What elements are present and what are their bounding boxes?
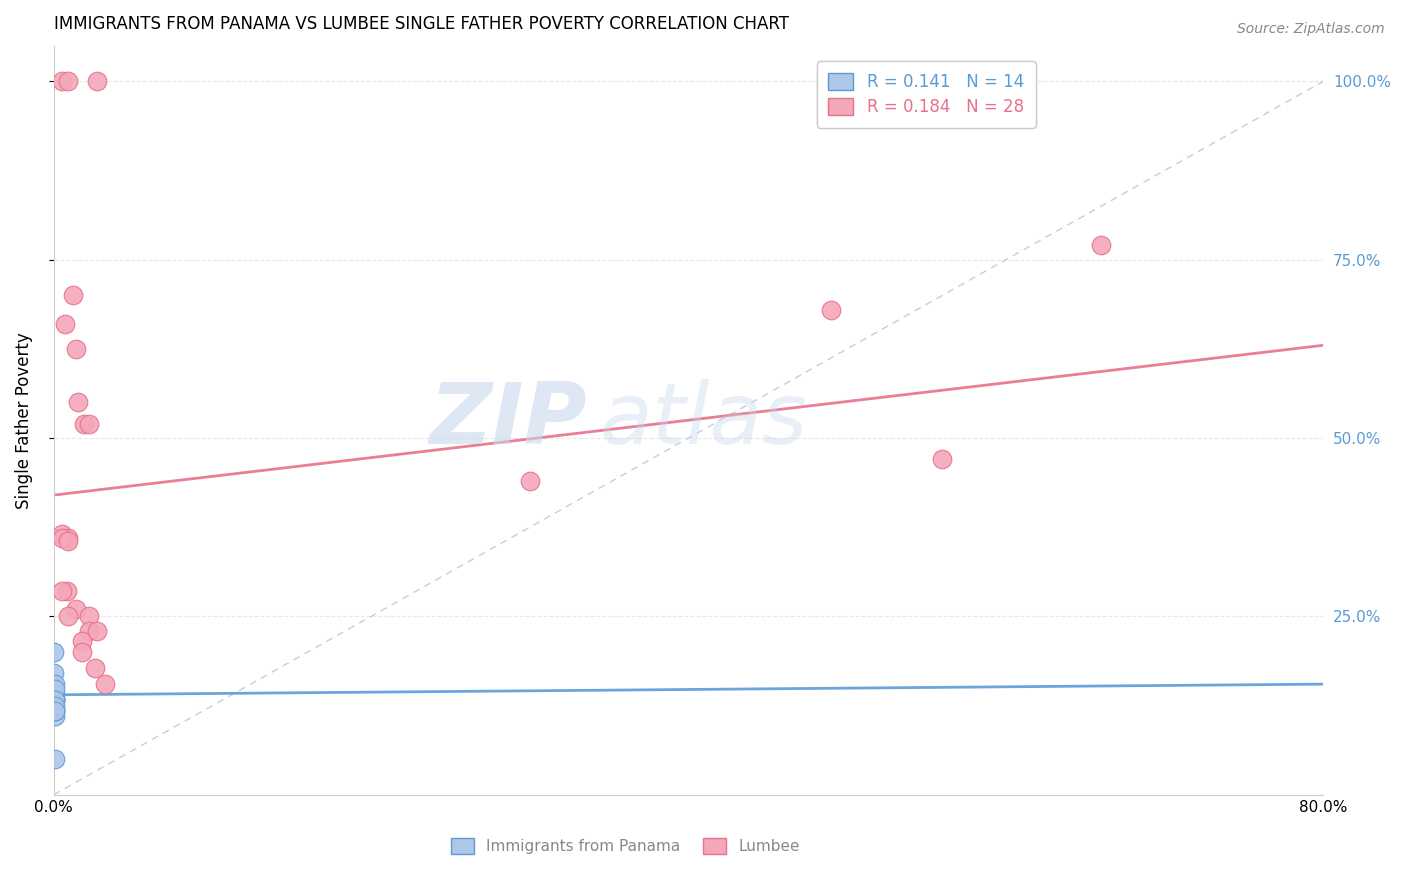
- Point: [44, 704, 66, 718]
- Point: [66, 395, 89, 409]
- Point: [56, 531, 79, 545]
- Point: [51, 531, 73, 545]
- Point: [42, 666, 65, 681]
- Point: [65, 342, 87, 356]
- Point: [820, 302, 842, 317]
- Point: [77, 624, 100, 638]
- Point: [86, 74, 108, 88]
- Text: atlas: atlas: [600, 379, 807, 462]
- Point: [56, 74, 79, 88]
- Point: [51, 74, 73, 88]
- Point: [51, 527, 73, 541]
- Point: [44, 688, 66, 702]
- Point: [84, 661, 107, 675]
- Y-axis label: Single Father Poverty: Single Father Poverty: [15, 332, 32, 508]
- Point: [56, 609, 79, 624]
- Point: [77, 417, 100, 431]
- Point: [44, 752, 66, 766]
- Point: [93, 677, 115, 691]
- Point: [44, 702, 66, 716]
- Point: [62, 288, 84, 302]
- Point: [44, 693, 66, 707]
- Point: [44, 693, 66, 707]
- Point: [72, 634, 94, 648]
- Point: [44, 693, 66, 707]
- Point: [86, 624, 108, 638]
- Point: [65, 602, 87, 616]
- Point: [51, 584, 73, 599]
- Text: IMMIGRANTS FROM PANAMA VS LUMBEE SINGLE FATHER POVERTY CORRELATION CHART: IMMIGRANTS FROM PANAMA VS LUMBEE SINGLE …: [53, 15, 789, 33]
- Legend: R = 0.141   N = 14, R = 0.184   N = 28: R = 0.141 N = 14, R = 0.184 N = 28: [817, 62, 1036, 128]
- Point: [44, 698, 66, 713]
- Point: [56, 534, 79, 549]
- Point: [72, 645, 94, 659]
- Point: [77, 609, 100, 624]
- Point: [931, 452, 953, 467]
- Text: ZIP: ZIP: [429, 379, 586, 462]
- Point: [1090, 238, 1112, 252]
- Point: [55, 584, 77, 599]
- Point: [44, 682, 66, 697]
- Point: [53, 317, 76, 331]
- Point: [519, 474, 541, 488]
- Point: [44, 704, 66, 718]
- Point: [44, 709, 66, 723]
- Text: Source: ZipAtlas.com: Source: ZipAtlas.com: [1237, 22, 1385, 37]
- Point: [44, 677, 66, 691]
- Point: [73, 417, 96, 431]
- Point: [42, 645, 65, 659]
